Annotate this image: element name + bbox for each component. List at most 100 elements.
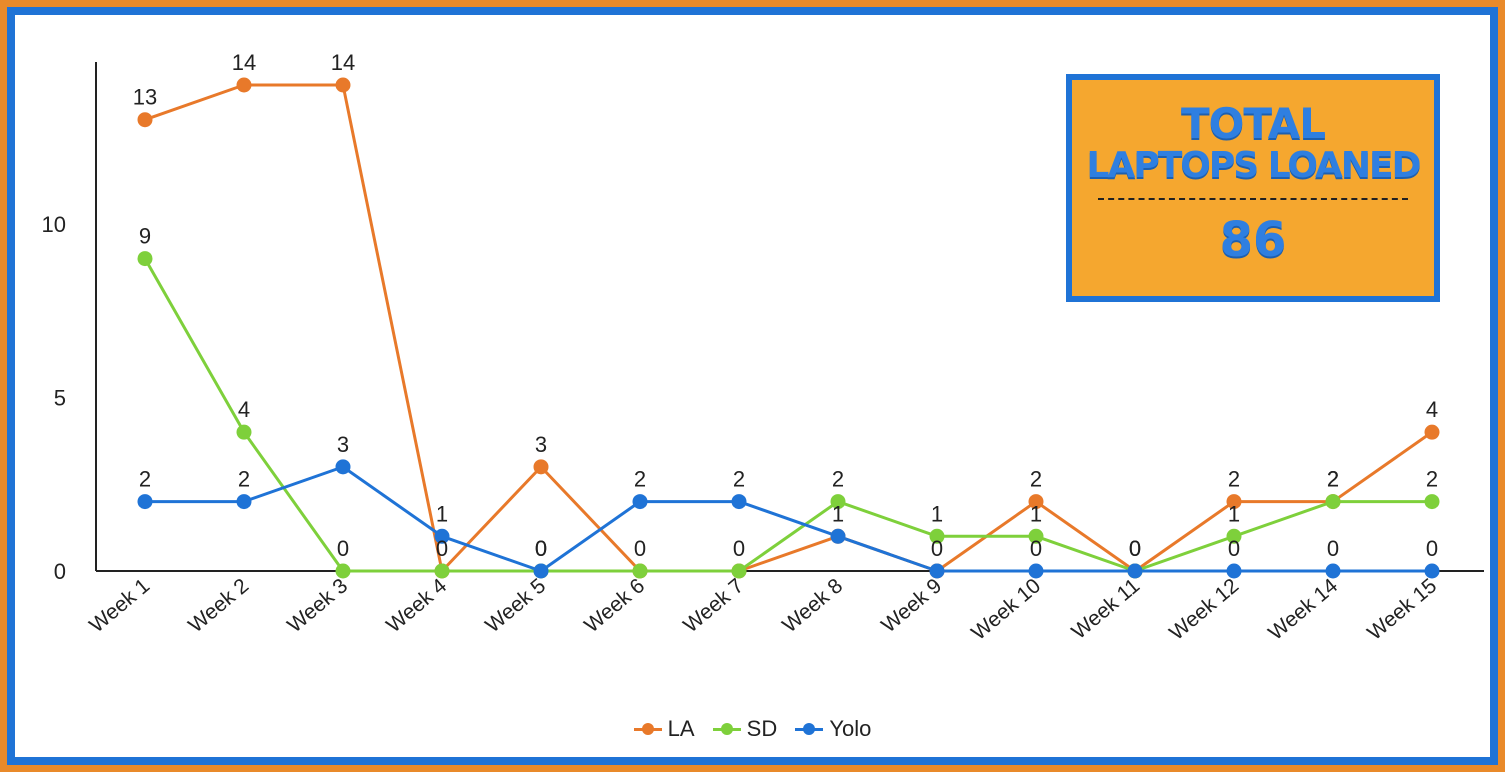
x-tick-label-6: Week 6 xyxy=(580,574,649,637)
x-tick-label-5: Week 5 xyxy=(481,574,550,637)
point-sd-2 xyxy=(236,424,252,440)
point-sd-12 xyxy=(1226,528,1242,544)
data-label-la-5: 3 xyxy=(535,432,547,457)
data-label-la-12: 2 xyxy=(1228,467,1240,492)
legend-item-yolo: Yolo xyxy=(795,715,871,742)
point-sd-13 xyxy=(1325,494,1341,510)
y-tick-label-0: 0 xyxy=(54,559,66,584)
data-label-yolo-1: 2 xyxy=(139,467,151,492)
point-sd-14 xyxy=(1424,494,1440,510)
legend-label-la: LA xyxy=(667,715,695,741)
x-tick-label-12: Week 12 xyxy=(1165,574,1243,645)
y-tick-label-5: 5 xyxy=(54,385,66,410)
x-tick-label-8: Week 8 xyxy=(778,574,847,637)
point-yolo-1 xyxy=(137,494,153,510)
data-label-sd-13: 2 xyxy=(1327,467,1339,492)
point-yolo-8 xyxy=(830,528,846,544)
chart-legend: LA SD Yolo xyxy=(0,714,1505,742)
x-tick-label-14: Week 15 xyxy=(1363,574,1441,645)
point-yolo-4 xyxy=(434,528,450,544)
x-tick-label-9: Week 9 xyxy=(877,574,946,637)
point-yolo-2 xyxy=(236,494,252,510)
legend-item-sd: SD xyxy=(712,715,778,742)
x-tick-label-2: Week 2 xyxy=(184,574,253,637)
data-label-yolo-10: 0 xyxy=(1030,536,1042,561)
total-box-title: TOTAL xyxy=(1180,99,1326,148)
total-box-value: 86 xyxy=(1219,212,1287,268)
x-tick-label-7: Week 7 xyxy=(679,574,748,637)
point-yolo-3 xyxy=(335,459,351,475)
data-label-la-2: 14 xyxy=(232,50,256,75)
data-label-yolo-5: 0 xyxy=(535,536,547,561)
point-yolo-7 xyxy=(731,494,747,510)
x-tick-label-1: Week 1 xyxy=(85,574,154,637)
legend-item-la: LA xyxy=(633,715,695,742)
data-label-sd-11: 0 xyxy=(1129,536,1141,561)
data-label-sd-2: 4 xyxy=(238,397,250,422)
point-yolo-9 xyxy=(929,563,945,579)
point-sd-6 xyxy=(632,563,648,579)
point-sd-10 xyxy=(1028,528,1044,544)
data-label-yolo-12: 0 xyxy=(1228,536,1240,561)
point-sd-8 xyxy=(830,494,846,510)
legend-label-yolo: Yolo xyxy=(829,715,872,741)
data-label-yolo-2: 2 xyxy=(238,467,250,492)
data-label-yolo-8: 1 xyxy=(832,501,844,526)
data-label-sd-1: 9 xyxy=(139,224,151,249)
series-line-sd xyxy=(143,257,1432,573)
point-la-2 xyxy=(236,77,252,93)
data-label-sd-9: 1 xyxy=(931,501,943,526)
data-label-yolo-9: 0 xyxy=(931,536,943,561)
point-la-14 xyxy=(1424,424,1440,440)
data-label-yolo-7: 2 xyxy=(733,467,745,492)
point-la-1 xyxy=(137,112,153,128)
data-label-sd-6: 0 xyxy=(634,536,646,561)
point-la-5 xyxy=(533,459,549,475)
point-yolo-5 xyxy=(533,563,549,579)
total-laptops-box: TOTAL LAPTOPS LOANED 86 xyxy=(1066,74,1440,302)
data-label-sd-7: 0 xyxy=(733,536,745,561)
data-label-yolo-13: 0 xyxy=(1327,536,1339,561)
point-sd-9 xyxy=(929,528,945,544)
point-yolo-14 xyxy=(1424,563,1440,579)
point-yolo-13 xyxy=(1325,563,1341,579)
series-line-la xyxy=(144,83,1433,573)
x-tick-label-3: Week 3 xyxy=(283,574,352,637)
data-label-sd-14: 2 xyxy=(1426,467,1438,492)
data-label-yolo-11: 0 xyxy=(1129,536,1141,561)
x-tick-label-13: Week 14 xyxy=(1264,574,1342,645)
series-line-yolo xyxy=(145,465,1432,573)
point-la-12 xyxy=(1226,494,1242,510)
data-label-la-1: 13 xyxy=(133,85,157,110)
data-label-sd-3: 0 xyxy=(337,536,349,561)
y-tick-label-10: 10 xyxy=(42,212,66,237)
total-box-divider xyxy=(1098,198,1408,200)
point-yolo-6 xyxy=(632,494,648,510)
data-label-yolo-6: 2 xyxy=(634,467,646,492)
x-tick-label-10: Week 10 xyxy=(967,574,1045,645)
data-label-yolo-3: 3 xyxy=(337,432,349,457)
point-la-3 xyxy=(335,77,351,93)
total-box-subtitle: LAPTOPS LOANED xyxy=(1086,145,1422,186)
point-sd-1 xyxy=(137,251,153,267)
data-label-sd-10: 1 xyxy=(1030,501,1042,526)
data-label-yolo-4: 1 xyxy=(436,501,448,526)
point-la-10 xyxy=(1028,494,1044,510)
data-label-la-14: 4 xyxy=(1426,397,1438,422)
point-yolo-11 xyxy=(1127,563,1143,579)
data-label-la-10: 2 xyxy=(1030,467,1042,492)
legend-swatch-la xyxy=(633,722,662,736)
point-sd-3 xyxy=(335,563,351,579)
legend-swatch-yolo xyxy=(795,722,824,736)
legend-label-sd: SD xyxy=(746,715,778,741)
legend-swatch-sd xyxy=(712,722,741,736)
data-label-sd-8: 2 xyxy=(832,467,844,492)
data-label-sd-4: 0 xyxy=(436,536,448,561)
x-tick-label-11: Week 11 xyxy=(1067,574,1144,644)
data-label-la-13: 2 xyxy=(1327,467,1339,492)
point-sd-4 xyxy=(434,563,450,579)
point-yolo-10 xyxy=(1028,563,1044,579)
data-label-la-3: 14 xyxy=(331,50,355,75)
point-sd-7 xyxy=(731,563,747,579)
